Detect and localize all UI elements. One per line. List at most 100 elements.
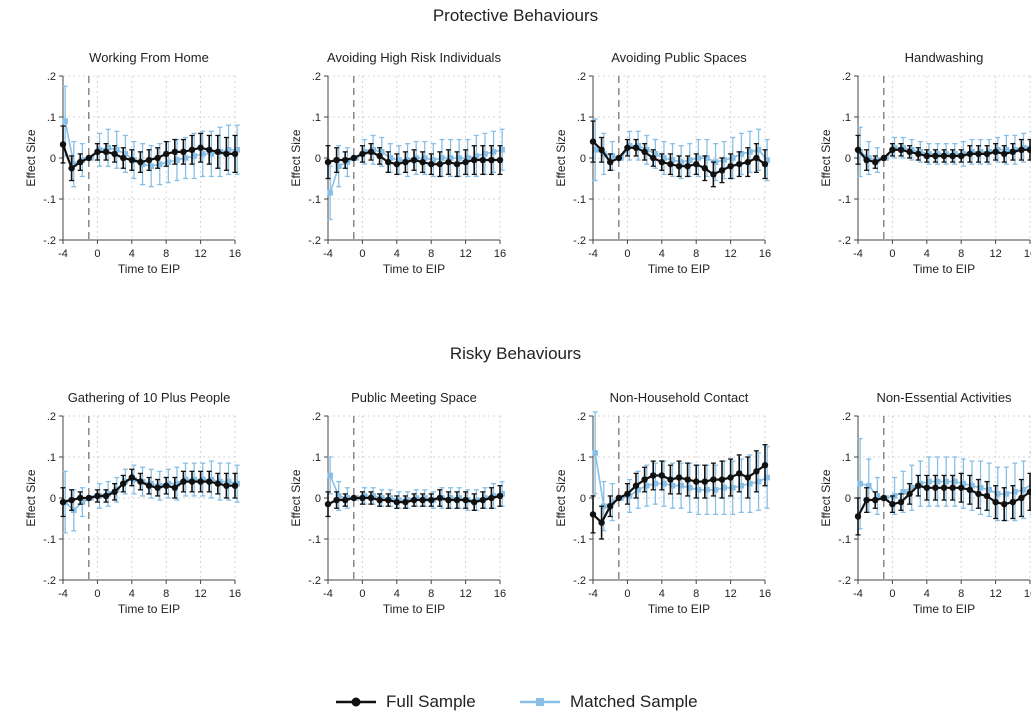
full-sample-point: [137, 478, 144, 485]
matched-sample-point: [1020, 487, 1027, 493]
full-sample-point: [761, 160, 769, 168]
x-tick-label: 16: [759, 248, 771, 260]
y-tick-label: 0: [50, 493, 56, 505]
full-sample-point: [675, 163, 683, 170]
matched-sample-point: [686, 157, 693, 163]
x-axis-label: Time to EIP: [383, 262, 445, 276]
matched-sample-point: [977, 484, 984, 491]
matched-sample-point: [652, 480, 659, 487]
matched-sample-point: [335, 163, 342, 169]
full-sample-point: [1009, 498, 1016, 506]
full-sample-point: [992, 148, 999, 156]
x-tick-label: 16: [1024, 248, 1031, 260]
x-tick-label: -4: [588, 248, 598, 260]
x-tick-label: -4: [58, 588, 68, 600]
matched-sample-point: [473, 153, 480, 159]
matched-sample-point: [874, 493, 881, 499]
x-tick-label: 12: [459, 248, 471, 260]
matched-sample-point: [704, 155, 710, 161]
x-axis-label: Time to EIP: [913, 262, 975, 276]
full-sample-point: [598, 146, 605, 153]
full-sample-point: [975, 150, 982, 158]
full-sample-point: [94, 148, 101, 156]
matched-sample-point: [122, 151, 129, 157]
full-sample-point: [102, 148, 110, 156]
full-sample-point: [68, 496, 75, 504]
x-tick-label: 8: [428, 588, 434, 600]
full-sample-point: [68, 165, 75, 172]
full-sample-point: [436, 494, 443, 502]
full-sample-point: [667, 476, 674, 483]
full-sample-point: [462, 496, 469, 504]
legend-matched-swatch: [520, 698, 560, 706]
full-sample-point: [471, 156, 478, 164]
full-sample-point: [471, 498, 478, 506]
matched-sample-point: [199, 151, 206, 157]
legend-full-label: Full Sample: [386, 692, 476, 711]
full-sample-point: [710, 171, 717, 178]
matched-sample-point: [755, 147, 762, 153]
matched-sample-point: [729, 484, 736, 491]
full-sample-point: [897, 146, 905, 153]
full-sample-point: [385, 496, 392, 504]
y-tick-label: -.2: [308, 235, 321, 247]
y-tick-label: 0: [315, 493, 321, 505]
matched-sample-point: [747, 149, 753, 155]
full-sample-point: [163, 482, 170, 489]
full-sample-point: [206, 478, 213, 485]
y-tick-label: -.2: [43, 235, 56, 247]
matched-sample-point: [994, 491, 1001, 497]
x-tick-label: 4: [129, 248, 135, 260]
x-tick-label: 16: [229, 248, 241, 260]
y-axis-label: Effect Size: [289, 469, 303, 526]
matched-sample-point: [900, 489, 906, 495]
full-sample-point: [402, 498, 409, 506]
full-sample-point: [206, 146, 213, 153]
panel-title: Non-Essential Activities: [876, 390, 1012, 405]
y-tick-label: .2: [577, 411, 586, 423]
full-sample-point: [880, 154, 887, 162]
matched-sample-point: [113, 147, 120, 153]
section-title-protective: Protective Behaviours: [432, 6, 599, 25]
x-tick-label: 4: [394, 248, 400, 260]
matched-sample-point: [721, 157, 727, 163]
y-tick-label: .1: [577, 112, 586, 124]
matched-sample-point: [396, 157, 402, 163]
full-sample-point: [462, 158, 469, 166]
full-sample-point: [958, 484, 965, 491]
full-sample-point: [1026, 146, 1031, 153]
y-tick-label: .2: [47, 71, 56, 83]
full-sample-point: [1009, 148, 1016, 156]
full-sample-point: [863, 496, 870, 504]
matched-sample-point: [865, 482, 872, 489]
legend-item-matched: Matched Sample: [520, 690, 698, 714]
full-sample-point: [453, 496, 461, 504]
y-tick-label: .1: [312, 112, 321, 124]
full-sample-point: [197, 144, 204, 151]
matched-sample-point: [225, 147, 232, 153]
y-tick-label: -.1: [573, 194, 586, 206]
x-tick-label: -4: [58, 248, 68, 260]
full-sample-point: [393, 498, 400, 506]
y-tick-label: -.1: [838, 194, 851, 206]
full-sample-point: [171, 148, 178, 156]
full-sample-point: [350, 494, 357, 502]
matched-sample-point: [156, 161, 163, 167]
y-axis-label: Effect Size: [554, 129, 568, 186]
matched-sample-point: [652, 151, 659, 157]
y-tick-label: -.1: [43, 534, 56, 546]
section-title-risky: Risky Behaviours: [449, 344, 582, 363]
matched-sample-point: [499, 147, 505, 153]
full-sample-point: [975, 490, 982, 498]
full-sample-point: [983, 492, 991, 500]
full-sample-point: [488, 156, 495, 164]
x-tick-label: 0: [624, 248, 630, 260]
full-sample-point: [727, 163, 734, 170]
full-sample-point: [85, 494, 93, 502]
y-tick-label: .1: [842, 452, 851, 464]
panel-title: Avoiding Public Spaces: [611, 50, 747, 65]
matched-sample-point: [174, 480, 180, 487]
matched-sample-point: [755, 478, 762, 485]
x-tick-label: 8: [958, 248, 964, 260]
matched-sample-point: [643, 482, 650, 489]
